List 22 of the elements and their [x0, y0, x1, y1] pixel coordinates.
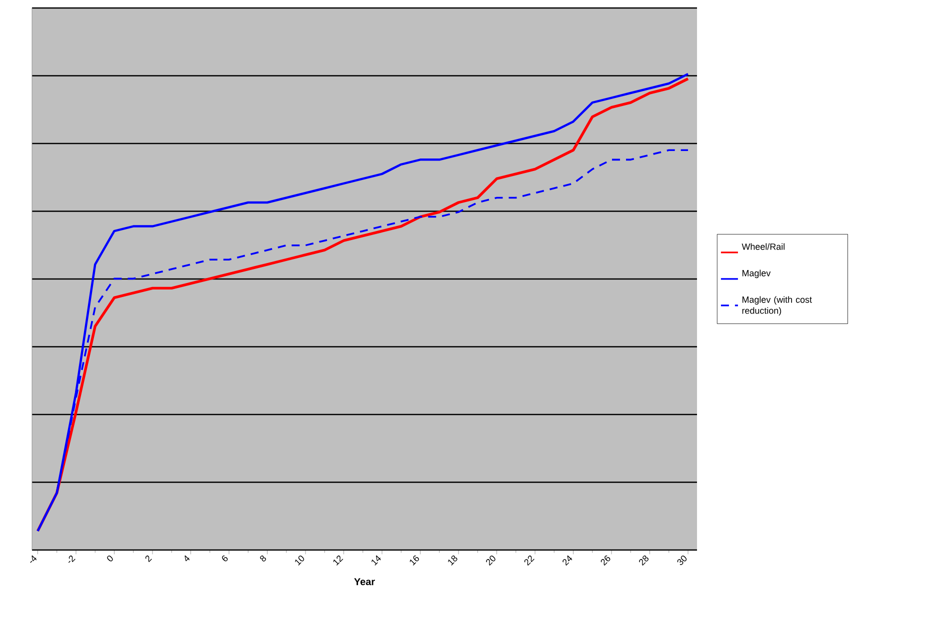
x-tick-label: -2 — [68, 556, 76, 563]
x-tick-label: 24 — [562, 555, 572, 566]
x-tick-label: 14 — [372, 555, 381, 566]
x-tick-label: 16 — [410, 556, 419, 566]
legend-label: Maglev (with cost reduction) — [742, 296, 812, 316]
legend-label: Wheel/Rail — [742, 243, 784, 250]
x-tick-label: 12 — [333, 556, 344, 566]
x-tick-label: 8 — [260, 556, 266, 562]
x-tick-label: 18 — [448, 556, 458, 566]
x-tick-label: 10 — [295, 556, 304, 566]
x-tick-label: 6 — [222, 556, 228, 562]
x-tick-label: 0 — [107, 556, 113, 562]
x-tick-label: 4 — [184, 555, 190, 562]
x-tick-label: 22 — [524, 556, 534, 566]
x-tick-label: 26 — [600, 556, 610, 566]
x-tick-label: 20 — [486, 556, 496, 566]
x-tick-label: 30 — [677, 556, 687, 566]
x-axis-title: Year — [354, 578, 375, 586]
legend-label: Maglev — [742, 270, 771, 278]
x-tick-label: 28 — [639, 556, 649, 566]
x-tick-label: -4 — [30, 555, 37, 563]
x-tick-label: 2 — [145, 556, 152, 562]
